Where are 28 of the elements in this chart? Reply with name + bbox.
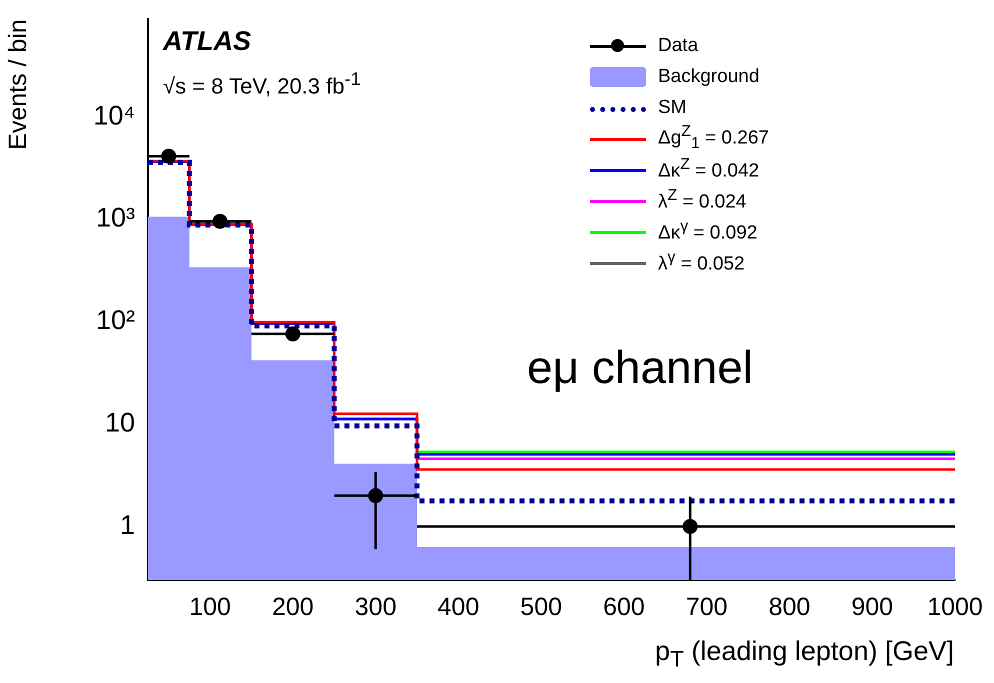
y-tick-label: 10⁴ xyxy=(93,100,135,130)
annotation: ATLAS xyxy=(163,26,251,57)
legend-label: Data xyxy=(658,34,698,56)
x-tick-label: 900 xyxy=(851,592,894,621)
x-tick-label: 600 xyxy=(603,592,645,621)
legend-label: Background xyxy=(658,66,760,88)
y-axis-title: Events / bin xyxy=(4,19,32,150)
legend-label: Δκ$^{Z}$ = 0.042 xyxy=(658,156,760,183)
y-tick-label: 10² xyxy=(96,305,135,336)
legend-label: λ$^{Z}$ = 0.024 xyxy=(658,187,746,214)
x-tick-label: 1000 xyxy=(927,592,983,621)
legend-label: Δg$^{Z}$$_{1}$ = 0.267 xyxy=(658,123,769,154)
x-tick-label: 800 xyxy=(768,592,810,621)
x-tick-label: 500 xyxy=(520,592,562,621)
x-axis-title: p$_{T}$ (leading lepton) [GeV] xyxy=(655,636,954,672)
x-tick-label: 200 xyxy=(272,592,314,621)
legend-label: λ$^{γ}$ = 0.052 xyxy=(658,249,745,276)
x-tick-label: 400 xyxy=(438,592,480,621)
y-tick-label: 10 xyxy=(104,408,135,438)
x-tick-label: 300 xyxy=(354,592,396,621)
legend-label: SM xyxy=(658,96,686,118)
annotation: √s = 8 TeV, 20.3 fb$^{-1}$ xyxy=(163,68,361,100)
x-tick-label: 100 xyxy=(189,592,231,621)
legend-label: Δκ$^{γ}$ = 0.092 xyxy=(658,218,758,245)
annotation: eμ channel xyxy=(527,340,754,394)
y-tick-label: 1 xyxy=(120,510,135,540)
x-tick-label: 700 xyxy=(686,592,728,621)
y-tick-label: 10³ xyxy=(96,202,135,233)
